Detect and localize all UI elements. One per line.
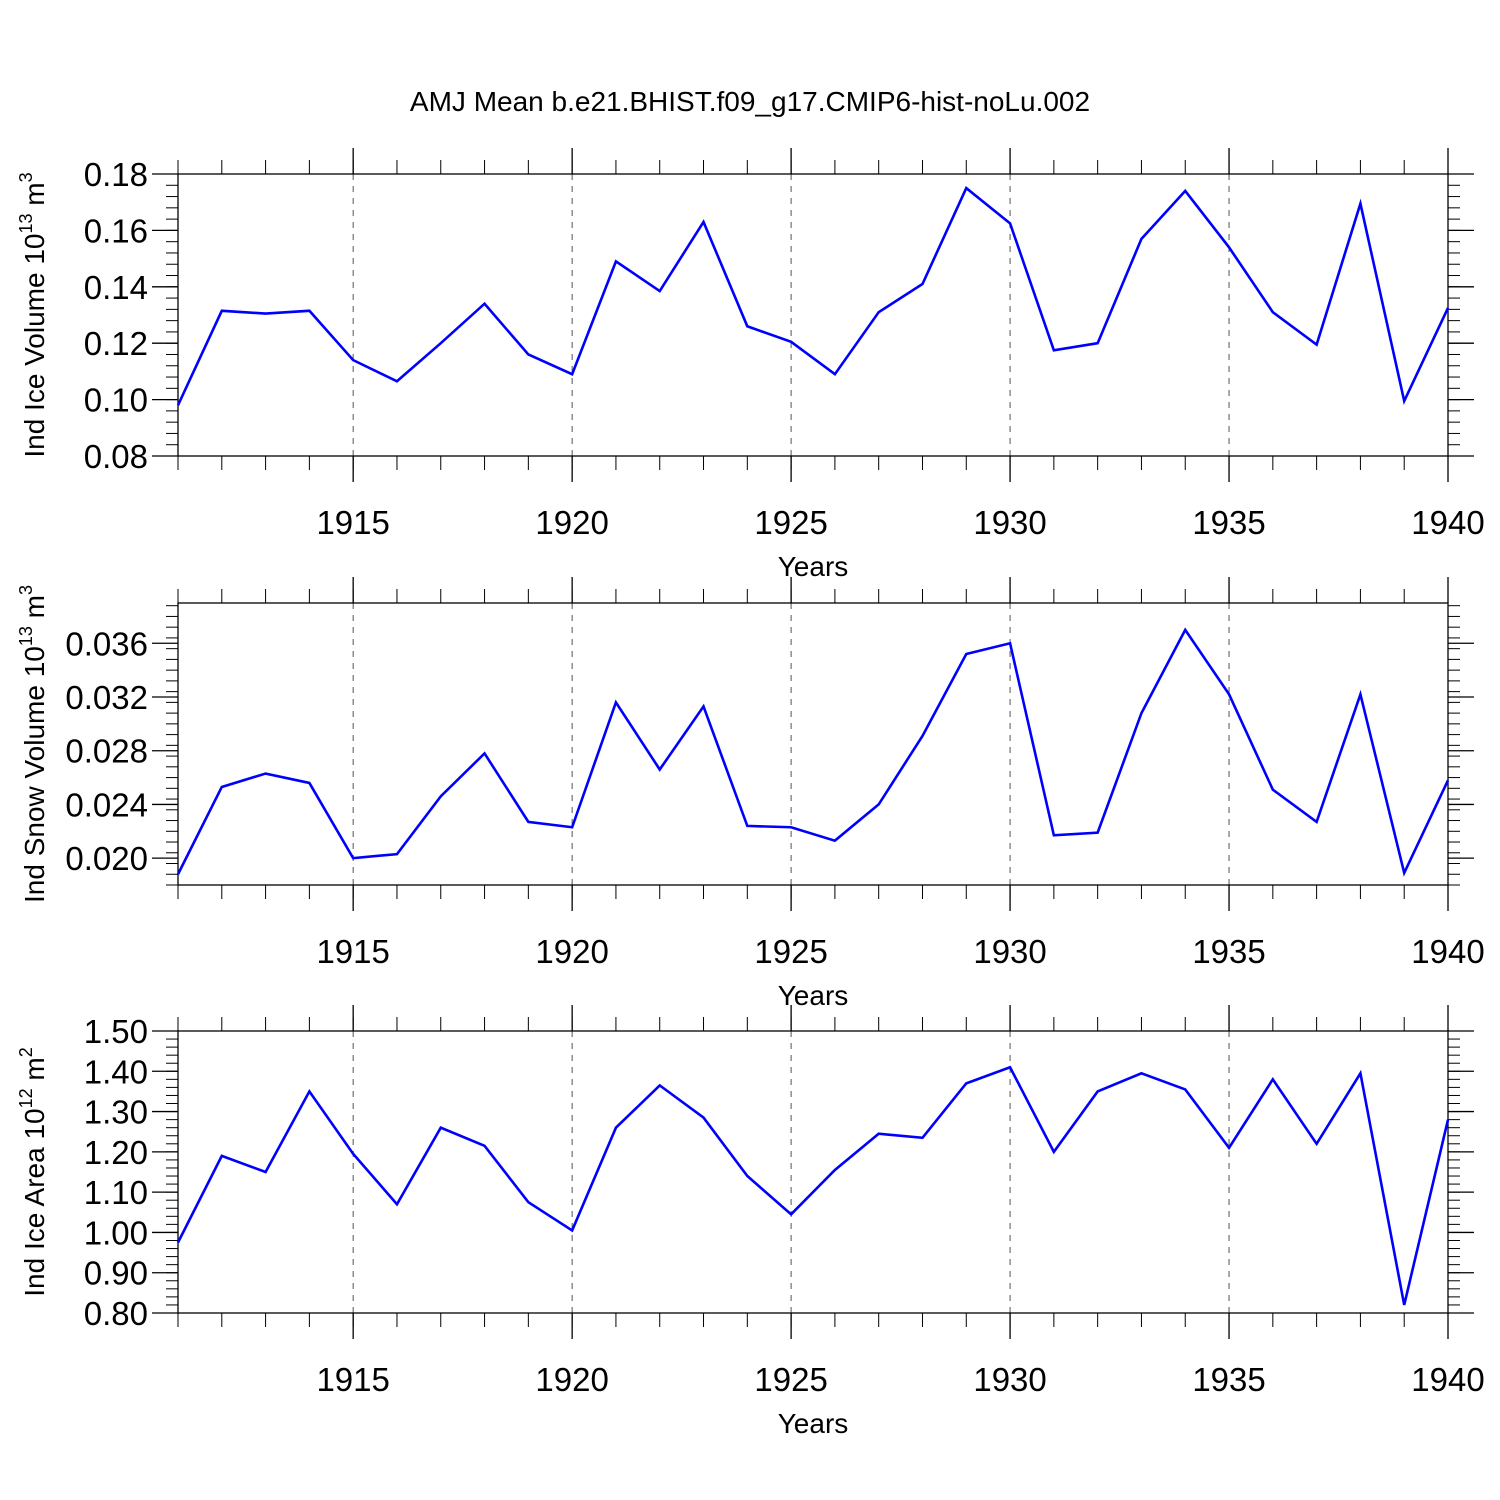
x-axis-label: Years xyxy=(778,980,849,1011)
plot-frame xyxy=(177,602,1449,886)
y-tick-label: 0.032 xyxy=(65,679,148,716)
y-tick-label: 0.020 xyxy=(65,840,148,877)
y-tick-label: 0.14 xyxy=(84,269,148,306)
x-tick-label: 1935 xyxy=(1192,933,1265,970)
y-tick-label: 0.18 xyxy=(84,156,148,193)
x-tick-label: 1935 xyxy=(1192,1361,1265,1398)
x-tick-label: 1925 xyxy=(754,933,827,970)
x-tick-label: 1915 xyxy=(316,1361,389,1398)
y-tick-label: 1.20 xyxy=(84,1134,148,1171)
y-tick-label: 1.50 xyxy=(84,1013,148,1050)
y-tick-label: 0.024 xyxy=(65,786,148,823)
x-tick-label: 1940 xyxy=(1411,1361,1484,1398)
x-tick-label: 1930 xyxy=(973,504,1046,541)
y-tick-label: 1.10 xyxy=(84,1174,148,1211)
panel-2: 0.020 0.024 0.028 0.032 0.036 1915 1920 1925 193… xyxy=(16,577,1485,1011)
panel-3: 0.800.90 1.001.101.201.30 1.401.50 1915 1920… xyxy=(16,1005,1485,1439)
y-tick-label: 0.08 xyxy=(84,438,148,475)
y-tick-label: 1.00 xyxy=(84,1214,148,1251)
chart-title: AMJ Mean b.e21.BHIST.f09_g17.CMIP6-hist-… xyxy=(410,86,1090,117)
y-tick-label: 1.40 xyxy=(84,1053,148,1090)
x-tick-label: 1935 xyxy=(1192,504,1265,541)
x-tick-label: 1915 xyxy=(316,933,389,970)
x-tick-label: 1920 xyxy=(535,933,608,970)
y-tick-label: 0.16 xyxy=(84,212,148,249)
x-tick-label: 1940 xyxy=(1411,933,1484,970)
y-tick-label: 0.90 xyxy=(84,1255,148,1292)
x-tick-label: 1925 xyxy=(754,504,827,541)
y-axis-label: Ind Ice Area 1012 m2 xyxy=(16,1047,50,1297)
x-tick-label: 1930 xyxy=(973,933,1046,970)
plot-frame xyxy=(177,1030,1449,1314)
series-line xyxy=(176,1065,1450,1306)
y-tick-label: 0.036 xyxy=(65,625,148,662)
y-tick-label: 1.30 xyxy=(84,1094,148,1131)
x-tick-label: 1915 xyxy=(316,504,389,541)
y-axis-label: Ind Snow Volume 1013 m3 xyxy=(16,585,50,903)
x-axis-label: Years xyxy=(778,551,849,582)
x-tick-label: 1920 xyxy=(535,1361,608,1398)
x-axis-label: Years xyxy=(778,1408,849,1439)
y-axis-label: Ind Ice Volume 1013 m3 xyxy=(16,172,50,457)
y-tick-label: 0.10 xyxy=(84,382,148,419)
plot-frame xyxy=(177,173,1449,457)
series-line xyxy=(176,186,1450,406)
y-tick-label: 0.80 xyxy=(84,1295,148,1332)
x-tick-label: 1920 xyxy=(535,504,608,541)
y-tick-label: 0.028 xyxy=(65,733,148,770)
x-tick-label: 1930 xyxy=(973,1361,1046,1398)
series-line xyxy=(176,627,1450,877)
y-tick-label: 0.12 xyxy=(84,325,148,362)
panel-1: 0.08 0.10 0.12 0.14 0.16 0.18 1915 1920 1925 1930… xyxy=(16,148,1485,582)
x-tick-label: 1925 xyxy=(754,1361,827,1398)
x-tick-label: 1940 xyxy=(1411,504,1484,541)
